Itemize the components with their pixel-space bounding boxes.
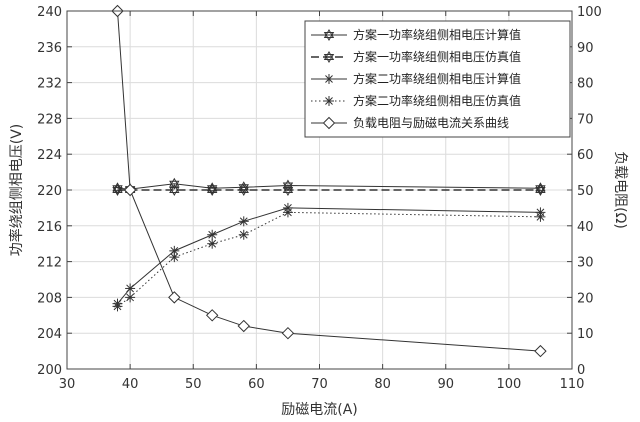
x-tick-label: 100 bbox=[496, 377, 521, 392]
legend-entry: 方案一功率绕组侧相电压计算值 bbox=[311, 27, 521, 42]
x-tick-label: 80 bbox=[374, 377, 391, 392]
legend-entry: 方案二功率绕组侧相电压仿真值 bbox=[311, 93, 521, 108]
legend-label: 方案一功率绕组侧相电压仿真值 bbox=[353, 49, 521, 64]
y-left-tick-label: 220 bbox=[37, 184, 62, 199]
x-axis-label: 励磁电流(A) bbox=[281, 402, 358, 418]
series-5 bbox=[111, 4, 547, 358]
legend-box bbox=[304, 20, 571, 138]
data-point bbox=[238, 183, 249, 197]
legend-marker bbox=[323, 50, 335, 64]
x-tick-label: 70 bbox=[311, 377, 328, 392]
data-point bbox=[169, 252, 180, 263]
data-point bbox=[169, 183, 180, 197]
y-right-axis-label: 负载电阻(Ω) bbox=[612, 151, 628, 229]
legend-marker bbox=[322, 116, 336, 130]
data-point bbox=[535, 183, 546, 197]
y-right-tick-label: 30 bbox=[577, 256, 594, 271]
data-point bbox=[169, 177, 180, 190]
y-right-tick-label: 100 bbox=[577, 5, 602, 20]
y-right-tick-label: 20 bbox=[577, 291, 594, 306]
legend-entry: 方案一功率绕组侧相电压仿真值 bbox=[311, 49, 521, 64]
legend-marker bbox=[324, 96, 334, 106]
data-point bbox=[125, 283, 136, 294]
plot-series bbox=[111, 4, 547, 358]
y-right-tick-label: 50 bbox=[577, 184, 594, 199]
tick-labels: 30 40 50 60 70 80 90 100 11020020420821221622022… bbox=[37, 5, 602, 392]
y-left-tick-label: 212 bbox=[37, 256, 62, 271]
x-tick-label: 50 bbox=[185, 377, 202, 392]
data-point bbox=[205, 309, 219, 322]
y-right-tick-label: 90 bbox=[577, 41, 594, 56]
data-point bbox=[168, 291, 181, 304]
x-tick-label: 40 bbox=[122, 377, 139, 392]
y-left-tick-label: 216 bbox=[37, 220, 62, 235]
data-point bbox=[282, 179, 294, 192]
legend: 方案一功率绕组侧相电压计算值方案一功率绕组侧相电压仿真值方案二功率绕组侧相电压计… bbox=[304, 20, 571, 138]
x-tick-label: 30 bbox=[59, 377, 76, 392]
legend-marker bbox=[324, 74, 334, 84]
series-line bbox=[117, 211, 541, 307]
legend-label: 方案二功率绕组侧相电压计算值 bbox=[353, 71, 521, 86]
y-right-tick-label: 60 bbox=[577, 148, 594, 163]
y-left-tick-label: 204 bbox=[37, 327, 62, 342]
data-point bbox=[535, 211, 546, 222]
y-left-tick-label: 208 bbox=[37, 291, 62, 306]
axes bbox=[66, 10, 573, 370]
y-left-tick-label: 236 bbox=[37, 41, 62, 56]
legend-label: 方案二功率绕组侧相电压仿真值 bbox=[353, 93, 521, 108]
x-tick-label: 60 bbox=[248, 377, 265, 392]
y-right-tick-label: 10 bbox=[577, 327, 594, 342]
data-point bbox=[282, 207, 293, 218]
y-right-tick-label: 70 bbox=[577, 112, 594, 127]
data-point bbox=[207, 229, 218, 240]
data-point bbox=[238, 216, 249, 227]
y-right-tick-label: 80 bbox=[577, 77, 594, 92]
series-3 bbox=[112, 202, 546, 309]
data-point bbox=[237, 319, 250, 333]
legend-entry: 负载电阻与励磁电流关系曲线 bbox=[311, 115, 509, 130]
data-point bbox=[206, 183, 218, 197]
y-left-tick-label: 240 bbox=[37, 5, 62, 20]
series-line bbox=[117, 207, 541, 304]
legend-entry: 方案二功率绕组侧相电压计算值 bbox=[311, 71, 521, 86]
y-left-tick-label: 224 bbox=[37, 148, 62, 163]
legend-marker bbox=[323, 28, 335, 42]
y-left-axis-label: 功率绕组侧相电压(V) bbox=[8, 124, 25, 257]
data-point bbox=[238, 229, 249, 240]
data-point bbox=[125, 292, 136, 303]
series-4 bbox=[112, 207, 546, 312]
data-point bbox=[534, 344, 547, 358]
data-point bbox=[123, 183, 137, 197]
data-point bbox=[207, 238, 218, 249]
x-tick-label: 90 bbox=[437, 377, 454, 392]
series-line bbox=[117, 183, 541, 190]
data-point bbox=[282, 183, 294, 197]
legend-label: 负载电阻与励磁电流关系曲线 bbox=[353, 115, 509, 130]
x-tick-label: 110 bbox=[560, 377, 585, 392]
y-right-tick-label: 40 bbox=[577, 220, 594, 235]
y-right-tick-label: 0 bbox=[577, 363, 585, 378]
y-left-tick-label: 232 bbox=[37, 77, 62, 92]
legend-label: 方案一功率绕组侧相电压计算值 bbox=[353, 27, 521, 42]
data-point bbox=[112, 183, 123, 197]
y-left-tick-label: 228 bbox=[37, 112, 62, 127]
y-left-tick-label: 200 bbox=[37, 363, 62, 378]
data-point bbox=[112, 301, 123, 312]
data-point bbox=[281, 326, 295, 340]
